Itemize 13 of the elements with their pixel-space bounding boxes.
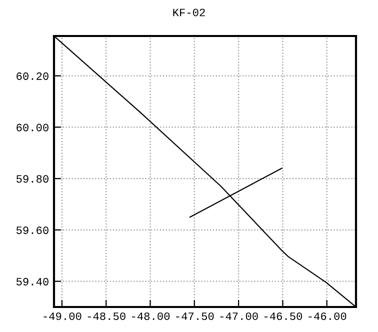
chart-title: KF-02 [173, 8, 205, 16]
x-tick-label: -46.50 [264, 312, 302, 320]
y-tick-label: 59.60 [16, 226, 48, 234]
x-tick-label: -49.00 [44, 312, 82, 320]
x-tick-label: -47.00 [220, 312, 258, 320]
y-tick-label: 60.20 [16, 72, 48, 80]
x-tick-label: -47.50 [176, 312, 214, 320]
x-tick-label: -48.00 [132, 312, 170, 320]
y-tick-label: 59.40 [16, 278, 48, 286]
x-tick-label: -46.00 [308, 312, 346, 320]
y-tick-label: 60.00 [16, 124, 48, 132]
x-tick-label: -48.50 [88, 312, 126, 320]
y-tick-label: 59.80 [16, 175, 48, 183]
